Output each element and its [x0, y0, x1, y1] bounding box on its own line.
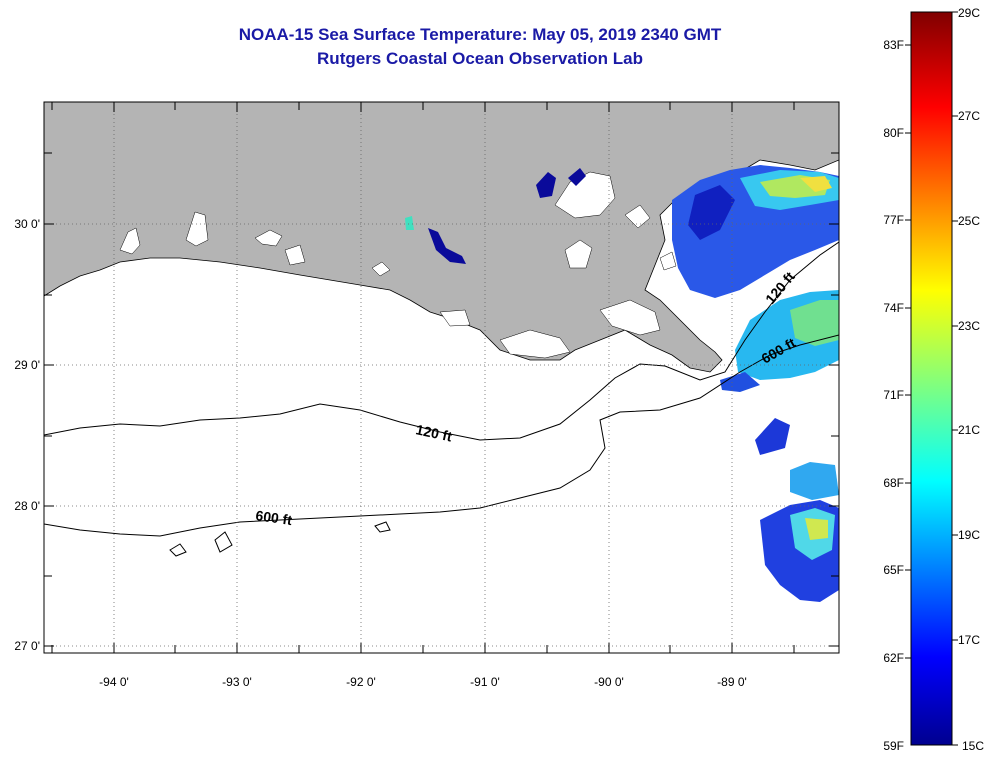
celsius-label: 27C: [958, 109, 980, 123]
contour-600ft: [44, 334, 839, 537]
lon-label: -90 0': [594, 675, 624, 689]
lat-label: 28 0': [14, 499, 40, 513]
contour-120ft: [44, 241, 839, 441]
fahrenheit-label: 62F: [883, 651, 904, 665]
lat-label: 27 0': [14, 639, 40, 653]
map-frame: [43, 101, 840, 654]
celsius-label: 17C: [958, 633, 980, 647]
celsius-label: 21C: [958, 423, 980, 437]
celsius-label: 25C: [958, 214, 980, 228]
fahrenheit-label: 77F: [883, 213, 904, 227]
celsius-label: 19C: [958, 528, 980, 542]
fahrenheit-label: 74F: [883, 301, 904, 315]
colorbar-fahrenheit-labels: 83F 80F 77F 74F 71F 68F 65F 62F 59F: [883, 38, 904, 753]
map-title: NOAA-15 Sea Surface Temperature: May 05,…: [238, 25, 722, 44]
fahrenheit-label: 80F: [883, 126, 904, 140]
sst-coverage: [672, 165, 839, 602]
fahrenheit-label: 59F: [883, 739, 904, 753]
axis-ticks: [44, 102, 839, 653]
celsius-label: 23C: [958, 319, 980, 333]
graticule: [44, 102, 839, 653]
map-subtitle: Rutgers Coastal Ocean Observation Lab: [317, 49, 643, 68]
fahrenheit-label: 68F: [883, 476, 904, 490]
cold-water-bodies: [428, 168, 586, 264]
lon-label: -93 0': [222, 675, 252, 689]
colorbar-celsius-labels: 29C 27C 25C 23C 21C 19C 17C 15C: [958, 6, 984, 753]
lon-label: -94 0': [99, 675, 129, 689]
celsius-label: 29C: [958, 6, 980, 20]
colorbar: [910, 11, 953, 746]
lon-label: -91 0': [470, 675, 500, 689]
fahrenheit-label: 83F: [883, 38, 904, 52]
fahrenheit-label: 65F: [883, 563, 904, 577]
lat-axis-labels: 30 0' 29 0' 28 0' 27 0': [14, 217, 40, 653]
celsius-label: 15C: [962, 739, 984, 753]
lat-label: 30 0': [14, 217, 40, 231]
colorbar-ticks: [905, 11, 958, 746]
contour-label-600ft-west: 600 ft: [255, 507, 294, 528]
fahrenheit-label: 71F: [883, 388, 904, 402]
depth-contours: [44, 241, 839, 557]
lon-axis-labels: -94 0' -93 0' -92 0' -91 0' -90 0' -89 0…: [99, 675, 747, 689]
lon-label: -89 0': [717, 675, 747, 689]
lat-label: 29 0': [14, 358, 40, 372]
warm-water-patch: [405, 216, 414, 230]
contour-label-120ft-west: 120 ft: [414, 421, 453, 444]
lon-label: -92 0': [346, 675, 376, 689]
